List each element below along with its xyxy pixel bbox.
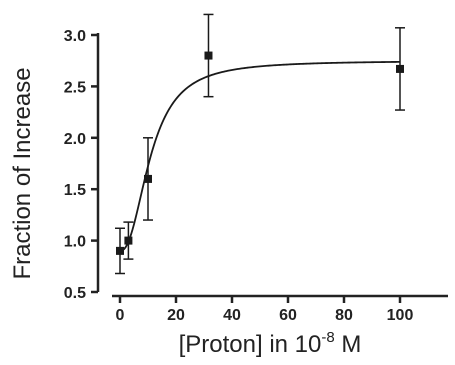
- y-tick-label: 2.5: [64, 79, 86, 96]
- y-tick-label: 0.5: [64, 285, 86, 302]
- x-tick-label: 80: [335, 307, 353, 324]
- fit-curve-line: [119, 60, 401, 252]
- data-point: [124, 236, 133, 245]
- data-points-layer: [115, 13, 405, 275]
- y-axis-title: Fraction of Increase: [9, 67, 36, 279]
- axes: [91, 33, 448, 303]
- fit-curve-layer: [119, 60, 401, 252]
- x-axis-title: [Proton] in 10-8 M: [179, 329, 362, 358]
- x-axis-title-exponent: -8: [321, 329, 334, 346]
- y-tick-label: 1.5: [64, 182, 86, 199]
- x-axis-title-unit: M: [335, 331, 362, 358]
- data-point: [116, 246, 124, 255]
- data-point: [396, 64, 404, 73]
- x-tick-label: 20: [167, 307, 185, 324]
- data-point: [144, 174, 152, 183]
- x-axis-title-main: [Proton] in 10: [179, 331, 322, 358]
- labels-layer: 0.5 1.0 1.5 2.0 2.5 3.0 0 20 40 60 80 100 Fraction o…: [9, 28, 413, 358]
- y-tick-label: 1.0: [64, 234, 86, 251]
- data-point: [204, 51, 213, 60]
- x-tick-label: 0: [116, 307, 125, 324]
- x-tick-label: 60: [279, 307, 297, 324]
- y-tick-label: 3.0: [64, 28, 86, 45]
- x-tick-label: 40: [223, 307, 241, 324]
- x-tick-label: 100: [387, 307, 414, 324]
- y-tick-label: 2.0: [64, 131, 86, 148]
